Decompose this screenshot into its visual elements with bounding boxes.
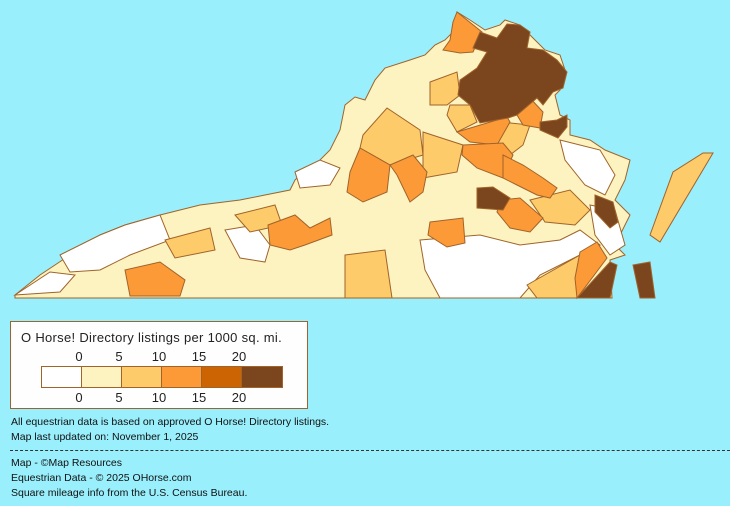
map-credit: Map - ©Map Resources (11, 457, 123, 469)
county-region[interactable] (539, 114, 568, 139)
census-credit: Square mileage info from the U.S. Census… (11, 487, 248, 499)
county-region[interactable] (496, 197, 544, 233)
county-region[interactable] (422, 131, 464, 179)
legend-tick-top: 10 (151, 349, 167, 364)
county-region[interactable] (124, 261, 186, 297)
county-region[interactable] (594, 194, 619, 229)
legend-tick-top: 20 (231, 349, 247, 364)
county-region[interactable] (574, 241, 608, 300)
eastern-shore-region[interactable] (649, 152, 714, 243)
virginia-county-map (13, 11, 714, 300)
legend-tick-bottom: 0 (75, 390, 83, 405)
legend-swatch (242, 367, 282, 387)
county-region[interactable] (13, 271, 77, 296)
legend: O Horse! Directory listings per 1000 sq.… (10, 321, 308, 409)
legend-tick-top: 5 (115, 349, 123, 364)
data-basis-note: All equestrian data is based on approved… (11, 416, 330, 428)
legend-tick-bottom: 10 (151, 390, 167, 405)
legend-title: O Horse! Directory listings per 1000 sq.… (21, 330, 283, 345)
county-region[interactable] (344, 249, 393, 299)
legend-tick-top: 0 (75, 349, 83, 364)
legend-tick-bottom: 15 (191, 390, 207, 405)
county-region[interactable] (294, 159, 341, 189)
county-region[interactable] (446, 104, 478, 133)
legend-color-scale (41, 366, 283, 388)
legend-swatch (122, 367, 162, 387)
county-region[interactable] (267, 214, 333, 251)
county-region[interactable] (575, 261, 618, 299)
legend-tick-bottom: 20 (231, 390, 247, 405)
legend-swatch (42, 367, 82, 387)
county-region[interactable] (427, 217, 466, 248)
county-region[interactable] (164, 227, 216, 259)
legend-swatch (202, 367, 242, 387)
county-region[interactable] (476, 186, 511, 211)
county-region[interactable] (559, 139, 616, 196)
county-region[interactable] (457, 23, 568, 124)
county-region[interactable] (502, 154, 558, 199)
legend-swatch (82, 367, 122, 387)
last-updated-note: Map last updated on: November 1, 2025 (11, 431, 199, 443)
legend-tick-bottom: 5 (115, 390, 123, 405)
legend-swatch (162, 367, 202, 387)
county-region[interactable] (389, 154, 428, 203)
legend-tick-top: 15 (191, 349, 207, 364)
county-region[interactable] (429, 71, 461, 106)
county-region[interactable] (632, 261, 656, 299)
data-credit: Equestrian Data - © 2025 OHorse.com (11, 472, 192, 484)
divider (10, 450, 730, 451)
